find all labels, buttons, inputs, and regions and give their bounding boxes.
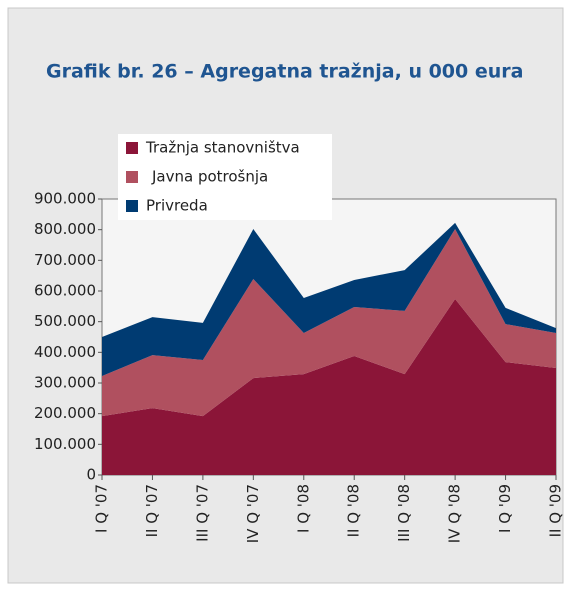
- x-tick-label: I Q '08: [294, 484, 312, 533]
- x-tick-label: III Q '07: [193, 484, 211, 542]
- legend-label: Tražnja stanovništva: [145, 139, 300, 157]
- x-tick-label: IV Q '08: [446, 484, 464, 543]
- x-tick-label: II Q '07: [143, 484, 161, 537]
- x-tick-label: IV Q '07: [244, 484, 262, 543]
- area: [102, 229, 556, 417]
- area: [102, 298, 556, 475]
- y-tick-label: 400.000: [34, 343, 96, 361]
- x-tick-label: II Q '09: [547, 484, 565, 537]
- legend-swatch: [126, 200, 138, 212]
- legend-swatch: [126, 171, 138, 183]
- y-tick-label: 300.000: [34, 374, 96, 392]
- y-tick-label: 100.000: [34, 435, 96, 453]
- y-tick-label: 700.000: [34, 251, 96, 269]
- legend-swatch: [126, 142, 138, 154]
- y-tick-label: 500.000: [34, 312, 96, 330]
- y-tick-label: 0: [86, 466, 96, 484]
- area: [102, 222, 556, 376]
- y-tick-label: 900.000: [34, 190, 96, 208]
- legend-label: Privreda: [146, 197, 208, 215]
- x-tick-label: I Q '09: [496, 484, 514, 533]
- x-tick-label: I Q '07: [93, 484, 111, 533]
- y-tick-label: 600.000: [34, 282, 96, 300]
- x-tick-label: III Q '08: [395, 484, 413, 542]
- legend: [118, 134, 332, 220]
- chart-title: Grafik br. 26 – Agregatna tražnja, u 000…: [46, 61, 523, 83]
- x-tick-label: II Q '08: [345, 484, 363, 537]
- legend-label: Javna potrošnja: [151, 168, 268, 186]
- y-tick-label: 800.000: [34, 220, 96, 238]
- y-tick-label: 200.000: [34, 404, 96, 422]
